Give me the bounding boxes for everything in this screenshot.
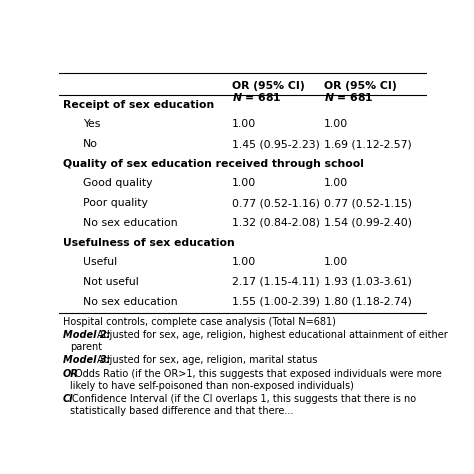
Text: Model 2:: Model 2: bbox=[63, 330, 110, 340]
Text: No: No bbox=[83, 139, 98, 149]
Text: 1.80 (1.18-2.74): 1.80 (1.18-2.74) bbox=[324, 297, 411, 307]
Text: 1.55 (1.00-2.39): 1.55 (1.00-2.39) bbox=[232, 297, 320, 307]
Text: 1.00: 1.00 bbox=[324, 119, 348, 129]
Text: Yes: Yes bbox=[83, 119, 100, 129]
Text: 1.32 (0.84-2.08): 1.32 (0.84-2.08) bbox=[232, 218, 320, 228]
Text: No sex education: No sex education bbox=[83, 297, 178, 307]
Text: 0.77 (0.52-1.15): 0.77 (0.52-1.15) bbox=[324, 198, 412, 208]
Text: 2.17 (1.15-4.11): 2.17 (1.15-4.11) bbox=[232, 277, 319, 287]
Text: No sex education: No sex education bbox=[83, 218, 178, 228]
Text: Model 3:: Model 3: bbox=[63, 356, 110, 365]
Text: $\bfit{N}$ = 681: $\bfit{N}$ = 681 bbox=[232, 91, 282, 103]
Text: 1.93 (1.03-3.61): 1.93 (1.03-3.61) bbox=[324, 277, 411, 287]
Text: 1.45 (0.95-2.23): 1.45 (0.95-2.23) bbox=[232, 139, 320, 149]
Text: parent: parent bbox=[70, 342, 102, 352]
Text: Poor quality: Poor quality bbox=[83, 198, 148, 208]
Text: Quality of sex education received through school: Quality of sex education received throug… bbox=[63, 159, 364, 169]
Text: Adjusted for sex, age, religion, highest educational attainment of either: Adjusted for sex, age, religion, highest… bbox=[97, 330, 447, 340]
Text: Usefulness of sex education: Usefulness of sex education bbox=[63, 237, 235, 247]
Text: OR (95% CI): OR (95% CI) bbox=[232, 81, 305, 91]
Text: Odds Ratio (if the OR>1, this suggests that exposed individuals were more: Odds Ratio (if the OR>1, this suggests t… bbox=[75, 369, 441, 379]
Text: Receipt of sex education: Receipt of sex education bbox=[63, 100, 214, 109]
Text: 1.69 (1.12-2.57): 1.69 (1.12-2.57) bbox=[324, 139, 411, 149]
Text: OR: OR bbox=[63, 369, 79, 379]
Text: Hospital controls, complete case analysis (Total N=681): Hospital controls, complete case analysi… bbox=[63, 317, 336, 327]
Text: statistically based difference and that there...: statistically based difference and that … bbox=[70, 406, 294, 416]
Text: 1.00: 1.00 bbox=[324, 178, 348, 189]
Text: 1.54 (0.99-2.40): 1.54 (0.99-2.40) bbox=[324, 218, 412, 228]
Text: 0.77 (0.52-1.16): 0.77 (0.52-1.16) bbox=[232, 198, 320, 208]
Text: OR (95% CI): OR (95% CI) bbox=[324, 81, 396, 91]
Text: likely to have self-poisoned than non-exposed individuals): likely to have self-poisoned than non-ex… bbox=[70, 381, 354, 391]
Text: 1.00: 1.00 bbox=[232, 178, 256, 189]
Text: Not useful: Not useful bbox=[83, 277, 139, 287]
Text: Confidence Interval (if the CI overlaps 1, this suggests that there is no: Confidence Interval (if the CI overlaps … bbox=[73, 394, 417, 404]
Text: 1.00: 1.00 bbox=[324, 257, 348, 267]
Text: CI: CI bbox=[63, 394, 73, 404]
Text: Adjusted for sex, age, religion, marital status: Adjusted for sex, age, religion, marital… bbox=[97, 356, 317, 365]
Text: $\bfit{N}$ = 681: $\bfit{N}$ = 681 bbox=[324, 91, 374, 103]
Text: 1.00: 1.00 bbox=[232, 257, 256, 267]
Text: 1.00: 1.00 bbox=[232, 119, 256, 129]
Text: Useful: Useful bbox=[83, 257, 117, 267]
Text: Good quality: Good quality bbox=[83, 178, 153, 189]
